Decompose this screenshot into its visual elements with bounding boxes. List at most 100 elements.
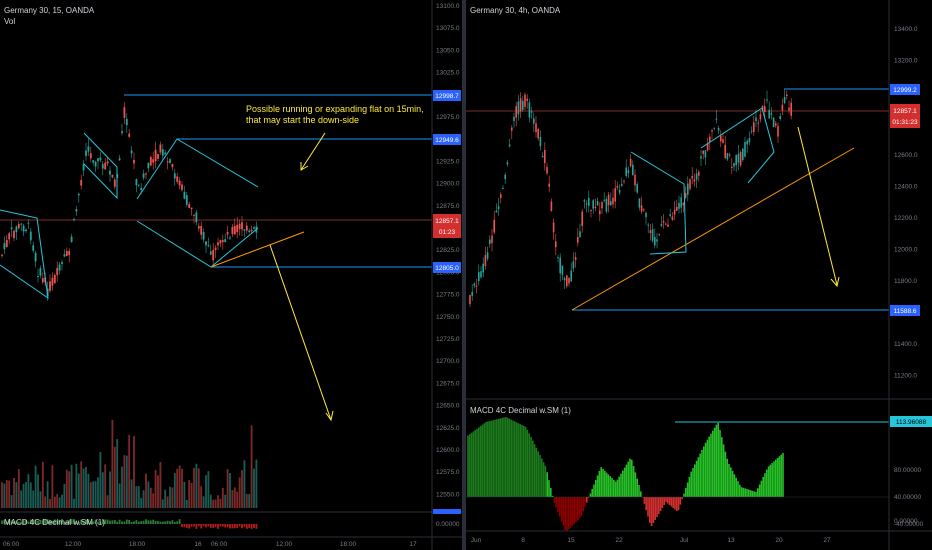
candle-body — [612, 197, 614, 205]
macd-bar — [135, 520, 138, 524]
macd-indicator-label[interactable]: MACD 4C Decimal w.SM (1) — [470, 406, 571, 415]
price-label-12805-box — [433, 262, 461, 273]
volume-label[interactable]: Vol — [4, 17, 16, 26]
candle-body — [733, 163, 735, 167]
macd-histogram-bar — [616, 479, 619, 497]
volume-bar — [56, 494, 59, 508]
candle-body — [541, 155, 544, 158]
macd-indicator-label[interactable]: MACD 4C Decimal w.SM (1) — [4, 518, 105, 527]
candle-body — [537, 129, 539, 139]
candle-body — [552, 222, 555, 233]
time-tick-label: 15 — [567, 537, 575, 544]
price-tick-label: 12775.0 — [436, 292, 460, 299]
price-tick-label: 12575.0 — [436, 469, 460, 476]
macd-histogram-bar — [742, 487, 745, 497]
macd-histogram-bar — [618, 476, 620, 497]
candle-body — [493, 219, 495, 233]
chart-pane-4h[interactable]: 13400.013200.013000.012800.012600.012400… — [466, 0, 932, 550]
macd-histogram-bar — [643, 497, 646, 504]
time-tick-label: 17 — [409, 541, 417, 548]
price-tick-label: 13400.0 — [894, 26, 918, 33]
macd-bar — [207, 524, 210, 527]
macd-histogram-bar — [584, 497, 586, 507]
candle-body — [786, 94, 788, 97]
trend-line-orange[interactable] — [571, 147, 855, 311]
candle-body — [691, 175, 693, 179]
arrow-note-head — [300, 162, 309, 171]
candle-body — [755, 117, 757, 122]
macd-histogram-bar — [539, 455, 541, 497]
triangle-left[interactable] — [630, 151, 687, 255]
volume-bar — [133, 436, 135, 508]
trend-line-orange[interactable] — [210, 231, 305, 268]
candle-body — [217, 242, 219, 246]
macd-histogram-bar — [762, 477, 764, 497]
macd-histogram-bar — [746, 489, 748, 497]
volume-bar — [77, 473, 80, 508]
candle-body — [660, 223, 663, 226]
candle-body — [522, 100, 524, 110]
chart-title[interactable]: Germany 30, 4h, OANDA — [470, 6, 561, 15]
candle-body — [577, 237, 579, 243]
macd-histogram-bar — [512, 420, 514, 497]
channel-line-left[interactable] — [0, 209, 49, 300]
channel-line-mid[interactable] — [83, 132, 118, 200]
macd-bar — [214, 524, 217, 528]
candle-body — [5, 239, 8, 247]
macd-histogram-bar — [706, 439, 709, 497]
annotation-note[interactable]: Possible running or expanding flat on 15… — [246, 104, 424, 126]
macd-bar — [226, 524, 229, 528]
candle-body — [135, 179, 138, 186]
macd-histogram-bar — [659, 497, 662, 511]
volume-bar — [255, 459, 258, 508]
price-tick-label: 12550.0 — [436, 491, 460, 498]
arrow-down[interactable] — [797, 126, 838, 286]
candle-body — [748, 138, 751, 143]
pane-divider[interactable] — [462, 0, 466, 550]
candle-body — [790, 102, 792, 116]
candle-body — [101, 164, 104, 169]
macd-histogram-bar — [569, 497, 572, 528]
macd-histogram-bar — [636, 478, 638, 497]
macd-bar — [159, 521, 162, 524]
candle-body — [636, 184, 638, 193]
candle-body — [508, 144, 511, 147]
candle-body — [17, 223, 20, 229]
price-tick-label: 12725.0 — [436, 336, 460, 343]
price-tick-label: 12600.0 — [894, 152, 918, 159]
volume-bar — [128, 434, 131, 508]
macd-bar — [32, 519, 35, 524]
chart-pane-15min[interactable]: 13100.013075.013050.013025.013000.012975… — [0, 0, 462, 550]
volume-bar — [10, 495, 13, 508]
macd-bar — [63, 521, 66, 524]
price-tick-label: 12875.0 — [436, 203, 460, 210]
price-label-12999-box — [890, 84, 920, 95]
candle-body — [3, 243, 6, 250]
arrow-note[interactable] — [300, 132, 326, 171]
time-tick-label: 18:00 — [340, 541, 357, 548]
macd-bar — [130, 521, 133, 524]
chart-canvas-4h[interactable]: 13400.013200.013000.012800.012600.012400… — [466, 0, 932, 550]
volume-bar — [27, 474, 30, 508]
macd-bar — [147, 520, 150, 524]
triangle-right[interactable] — [700, 107, 775, 184]
candle-body — [229, 237, 231, 239]
channel-line-upper[interactable] — [136, 138, 259, 200]
candle-body — [515, 106, 517, 118]
candle-body — [647, 224, 649, 226]
price-tick-label: 11200.0 — [894, 373, 917, 380]
macd-histogram-bar — [748, 489, 750, 497]
macd-bar — [46, 519, 49, 524]
volume-bar — [15, 482, 18, 508]
arrow-down[interactable] — [269, 244, 332, 421]
price-tick-label: 12675.0 — [436, 380, 460, 387]
macd-bar — [123, 521, 126, 524]
macd-bar — [20, 521, 23, 524]
macd-value-label-box — [890, 416, 932, 427]
macd-histogram-bar — [573, 497, 575, 524]
macd-histogram-bar — [530, 437, 532, 497]
macd-histogram-bar — [492, 420, 494, 497]
macd-histogram-bar — [713, 427, 716, 497]
chart-canvas-15min[interactable]: 13100.013075.013050.013025.013000.012975… — [0, 0, 462, 550]
chart-title[interactable]: Germany 30, 15, OANDA — [4, 6, 95, 15]
